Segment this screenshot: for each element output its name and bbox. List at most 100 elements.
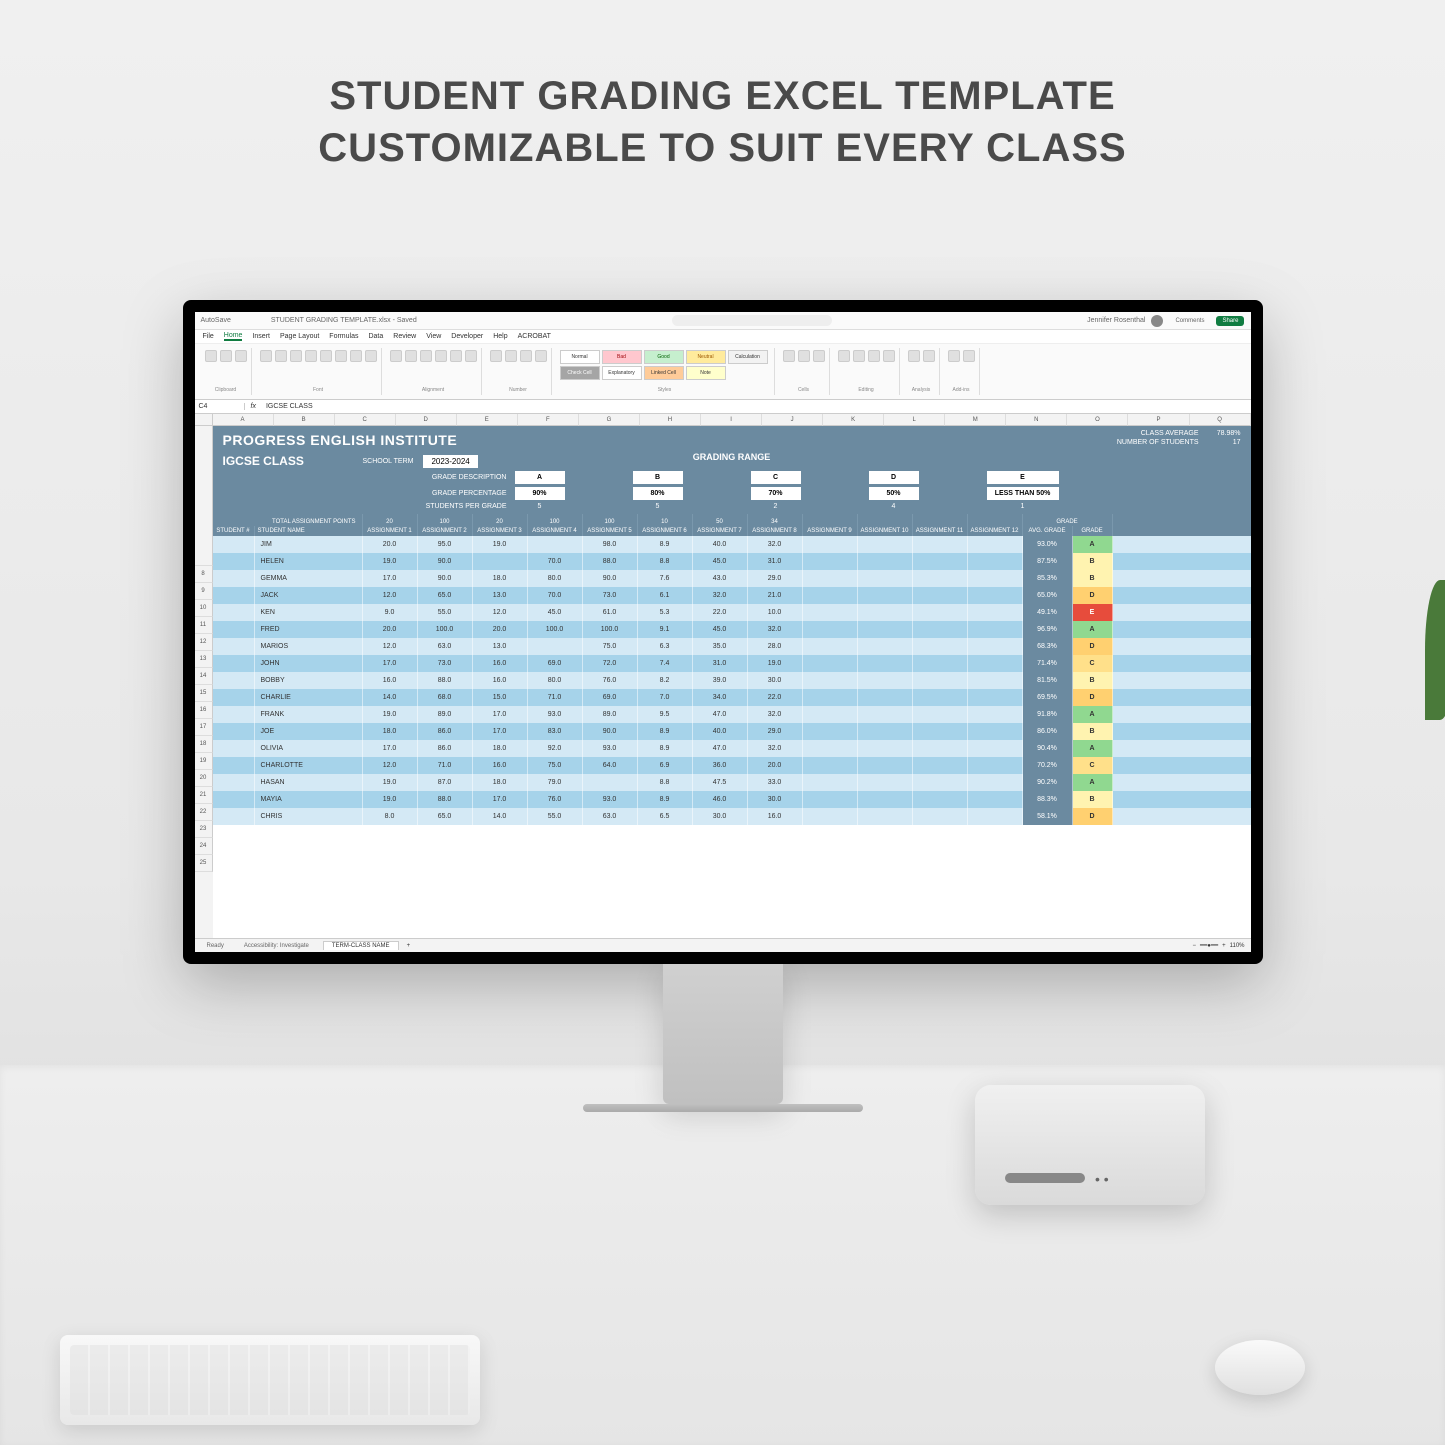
score-cell[interactable]: 30.0 (693, 808, 748, 825)
score-cell[interactable]: 22.0 (748, 689, 803, 706)
ribbon-icon[interactable] (923, 350, 935, 362)
student-row[interactable]: JIM20.095.019.098.08.940.032.093.0%A (213, 536, 1251, 553)
assignment-points-7[interactable]: 50 (693, 514, 748, 526)
ribbon-icon[interactable] (260, 350, 272, 362)
student-number-cell[interactable] (213, 604, 255, 621)
score-cell[interactable]: 30.0 (748, 672, 803, 689)
score-cell[interactable] (858, 570, 913, 587)
row-header-12[interactable]: 12 (195, 634, 213, 651)
score-cell[interactable]: 12.0 (363, 757, 418, 774)
student-row[interactable]: CHARLOTTE12.071.016.075.064.06.936.020.0… (213, 757, 1251, 774)
grade-pct-A[interactable]: 90% (515, 487, 565, 500)
score-cell[interactable]: 61.0 (583, 604, 638, 621)
ribbon-icon[interactable] (948, 350, 960, 362)
score-cell[interactable]: 64.0 (583, 757, 638, 774)
student-name-cell[interactable]: FRED (255, 621, 363, 638)
ribbon-icon[interactable] (908, 350, 920, 362)
score-cell[interactable]: 34.0 (693, 689, 748, 706)
score-cell[interactable] (858, 791, 913, 808)
score-cell[interactable]: 13.0 (473, 587, 528, 604)
score-cell[interactable]: 75.0 (528, 757, 583, 774)
row-header-23[interactable]: 23 (195, 821, 213, 838)
score-cell[interactable]: 8.8 (638, 774, 693, 791)
score-cell[interactable]: 80.0 (528, 570, 583, 587)
score-cell[interactable]: 89.0 (583, 706, 638, 723)
score-cell[interactable]: 12.0 (363, 638, 418, 655)
col-header-L[interactable]: L (884, 414, 945, 426)
score-cell[interactable] (968, 791, 1023, 808)
score-cell[interactable] (803, 570, 858, 587)
ribbon-icon[interactable] (365, 350, 377, 362)
ribbon-icon[interactable] (305, 350, 317, 362)
score-cell[interactable]: 8.0 (363, 808, 418, 825)
score-cell[interactable] (913, 723, 968, 740)
score-cell[interactable]: 98.0 (583, 536, 638, 553)
style-note[interactable]: Note (686, 366, 726, 380)
score-cell[interactable]: 36.0 (693, 757, 748, 774)
row-header-20[interactable]: 20 (195, 770, 213, 787)
score-cell[interactable] (968, 570, 1023, 587)
student-row[interactable]: JACK12.065.013.070.073.06.132.021.065.0%… (213, 587, 1251, 604)
row-header-21[interactable]: 21 (195, 787, 213, 804)
zoom-level[interactable]: 110% (1230, 943, 1245, 949)
style-bad[interactable]: Bad (602, 350, 642, 364)
score-cell[interactable]: 93.0 (528, 706, 583, 723)
score-cell[interactable]: 89.0 (418, 706, 473, 723)
ribbon-icon[interactable] (883, 350, 895, 362)
score-cell[interactable] (968, 638, 1023, 655)
ribbon-icon[interactable] (235, 350, 247, 362)
score-cell[interactable]: 32.0 (748, 536, 803, 553)
student-name-cell[interactable]: OLIVIA (255, 740, 363, 757)
score-cell[interactable]: 69.0 (528, 655, 583, 672)
student-number-cell[interactable] (213, 553, 255, 570)
grade-pct-D[interactable]: 50% (869, 487, 919, 500)
student-name-cell[interactable]: JACK (255, 587, 363, 604)
zoom-controls[interactable]: − ━━●━━ + 110% (1192, 942, 1244, 949)
score-cell[interactable]: 32.0 (748, 621, 803, 638)
menu-item-view[interactable]: View (426, 333, 441, 340)
col-header-I[interactable]: I (701, 414, 762, 426)
row-header-13[interactable]: 13 (195, 651, 213, 668)
score-cell[interactable]: 16.0 (473, 672, 528, 689)
col-header-M[interactable]: M (945, 414, 1006, 426)
student-row[interactable]: HELEN19.090.070.088.08.845.031.087.5%B (213, 553, 1251, 570)
score-cell[interactable] (968, 553, 1023, 570)
score-cell[interactable]: 21.0 (748, 587, 803, 604)
score-cell[interactable]: 88.0 (418, 791, 473, 808)
score-cell[interactable]: 86.0 (418, 740, 473, 757)
score-cell[interactable]: 19.0 (363, 791, 418, 808)
score-cell[interactable] (913, 740, 968, 757)
score-cell[interactable]: 8.9 (638, 723, 693, 740)
score-cell[interactable]: 16.0 (363, 672, 418, 689)
score-cell[interactable]: 55.0 (528, 808, 583, 825)
name-box[interactable]: C4 (195, 403, 245, 410)
ribbon-icon[interactable] (275, 350, 287, 362)
row-header-18[interactable]: 18 (195, 736, 213, 753)
score-cell[interactable] (968, 604, 1023, 621)
score-cell[interactable] (913, 672, 968, 689)
assignment-points-4[interactable]: 100 (528, 514, 583, 526)
score-cell[interactable]: 32.0 (693, 587, 748, 604)
grade-pct-B[interactable]: 80% (633, 487, 683, 500)
ribbon-icon[interactable] (405, 350, 417, 362)
score-cell[interactable]: 17.0 (473, 723, 528, 740)
score-cell[interactable]: 73.0 (418, 655, 473, 672)
score-cell[interactable] (858, 689, 913, 706)
score-cell[interactable]: 8.9 (638, 740, 693, 757)
col-header-N[interactable]: N (1006, 414, 1067, 426)
score-cell[interactable]: 8.9 (638, 791, 693, 808)
student-number-cell[interactable] (213, 570, 255, 587)
assignment-points-12[interactable] (968, 514, 1023, 526)
grade-letter-E[interactable]: E (987, 471, 1059, 484)
score-cell[interactable] (913, 570, 968, 587)
school-term-value[interactable]: 2023-2024 (423, 455, 477, 468)
row-header-17[interactable]: 17 (195, 719, 213, 736)
ribbon-icon[interactable] (465, 350, 477, 362)
ribbon-icon[interactable] (450, 350, 462, 362)
score-cell[interactable] (803, 808, 858, 825)
score-cell[interactable] (858, 808, 913, 825)
score-cell[interactable]: 7.4 (638, 655, 693, 672)
score-cell[interactable]: 45.0 (528, 604, 583, 621)
menu-item-home[interactable]: Home (224, 332, 243, 341)
score-cell[interactable]: 9.1 (638, 621, 693, 638)
